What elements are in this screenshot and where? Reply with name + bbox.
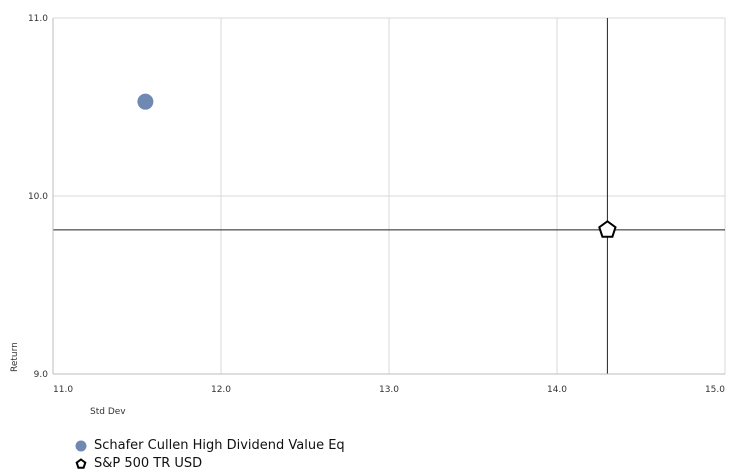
x-tick-label: 15.0 — [705, 385, 725, 395]
legend-item-benchmark[interactable]: S&P 500 TR USD — [74, 454, 345, 472]
x-tick-label: 13.0 — [379, 385, 399, 395]
pentagon-marker-icon — [74, 456, 88, 470]
legend: Schafer Cullen High Dividend Value Eq S&… — [74, 436, 345, 472]
x-tick-label: 11.0 — [53, 385, 73, 395]
x-tick-labels: 11.0 12.0 13.0 14.0 15.0 — [53, 385, 725, 395]
gridlines — [52, 17, 726, 375]
y-tick-labels: 9.0 10.0 11.0 — [28, 14, 48, 380]
data-points — [137, 93, 617, 238]
y-axis-title: Return — [10, 342, 20, 372]
legend-label-fund: Schafer Cullen High Dividend Value Eq — [94, 437, 345, 453]
circle-marker-icon — [74, 438, 88, 452]
y-tick-label: 9.0 — [34, 370, 49, 380]
plot-axes — [52, 18, 725, 375]
legend-item-fund[interactable]: Schafer Cullen High Dividend Value Eq — [74, 436, 345, 454]
fund-point — [137, 93, 154, 110]
x-axis-title: Std Dev — [90, 407, 126, 417]
benchmark-point — [598, 220, 617, 238]
legend-label-benchmark: S&P 500 TR USD — [94, 455, 203, 471]
x-tick-label: 14.0 — [547, 385, 567, 395]
y-tick-label: 11.0 — [28, 14, 48, 24]
x-tick-label: 12.0 — [211, 385, 231, 395]
y-tick-label: 10.0 — [28, 192, 48, 202]
